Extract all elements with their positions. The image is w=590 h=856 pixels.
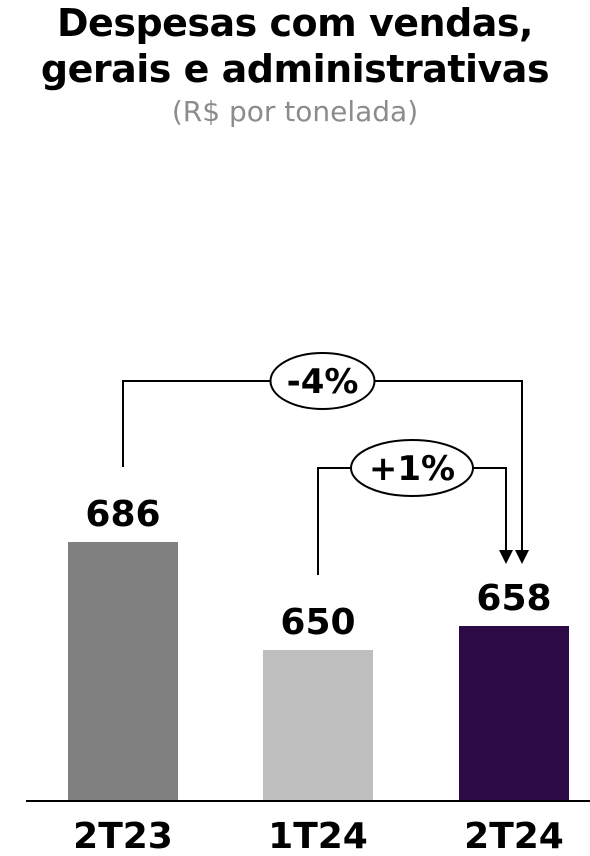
x-tick-label-1T24: 1T24 xyxy=(268,816,368,856)
annotation-bubble-1 xyxy=(269,352,376,410)
annotation-arrowhead-1 xyxy=(515,550,529,564)
data-label-2T23: 686 xyxy=(85,494,160,535)
chart-title-line-1: Despesas com vendas, xyxy=(57,1,533,45)
chart-title-block: Despesas com vendas, gerais e administra… xyxy=(0,0,590,130)
bar-2T23 xyxy=(68,542,178,800)
chart-title-line-2: gerais e administrativas xyxy=(40,47,550,91)
data-label-1T24: 650 xyxy=(280,602,355,643)
annotation-arrowhead-2 xyxy=(499,550,513,564)
annotation-bubble-2 xyxy=(350,439,474,497)
data-label-2T24: 658 xyxy=(476,578,551,619)
bar-1T24 xyxy=(263,650,373,800)
x-tick-label-2T23: 2T23 xyxy=(73,816,173,856)
chart-subtitle: (R$ por tonelada) xyxy=(171,95,419,128)
annotation-label-1: -4% xyxy=(287,362,359,402)
x-tick-label-2T24: 2T24 xyxy=(464,816,564,856)
bar-2T24 xyxy=(459,626,569,800)
annotation-label-2: +1% xyxy=(369,449,455,489)
